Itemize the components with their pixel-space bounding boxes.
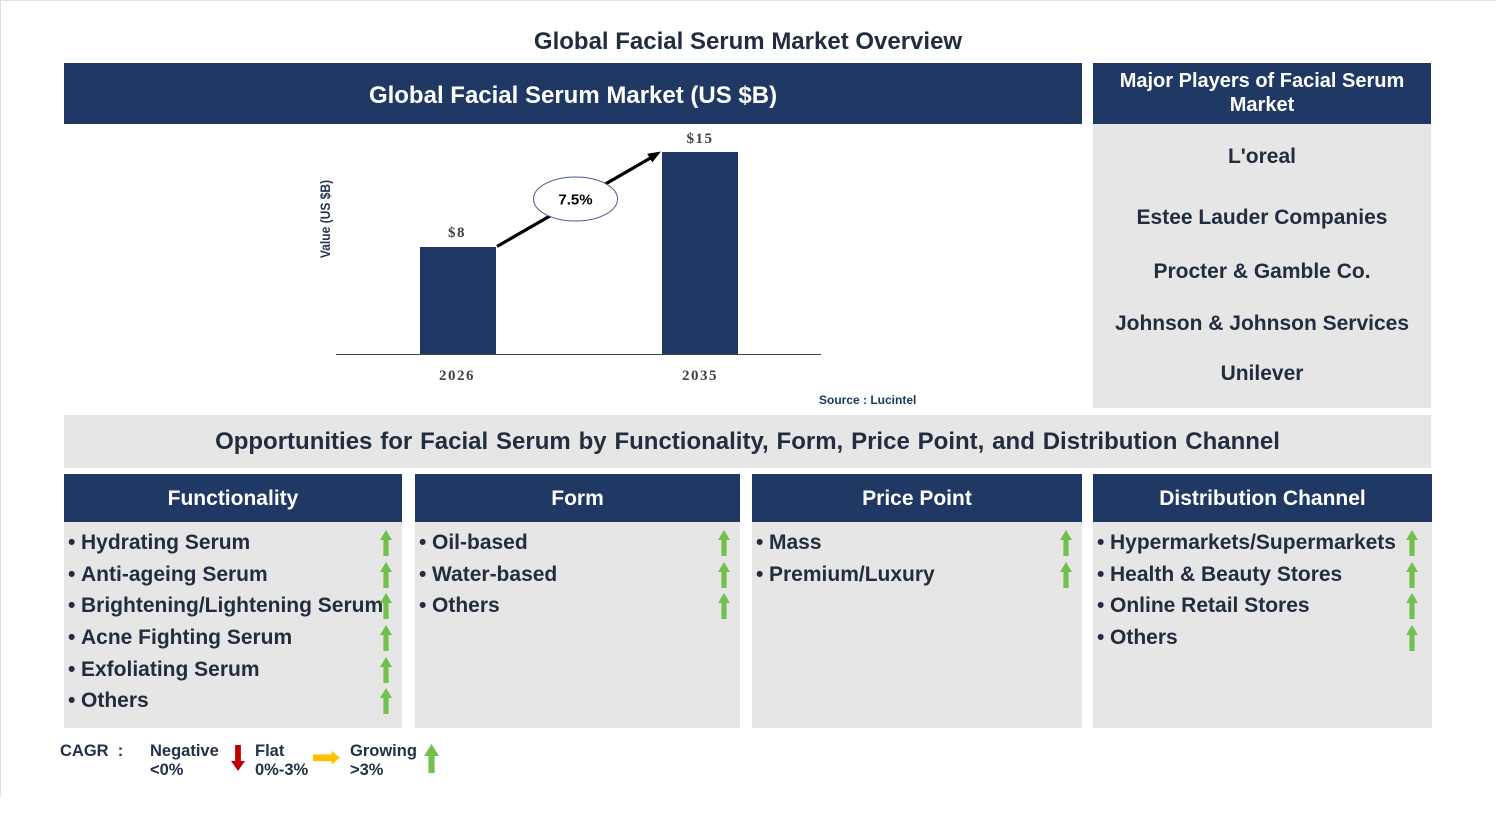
svg-text:7.5%: 7.5% bbox=[558, 192, 592, 209]
